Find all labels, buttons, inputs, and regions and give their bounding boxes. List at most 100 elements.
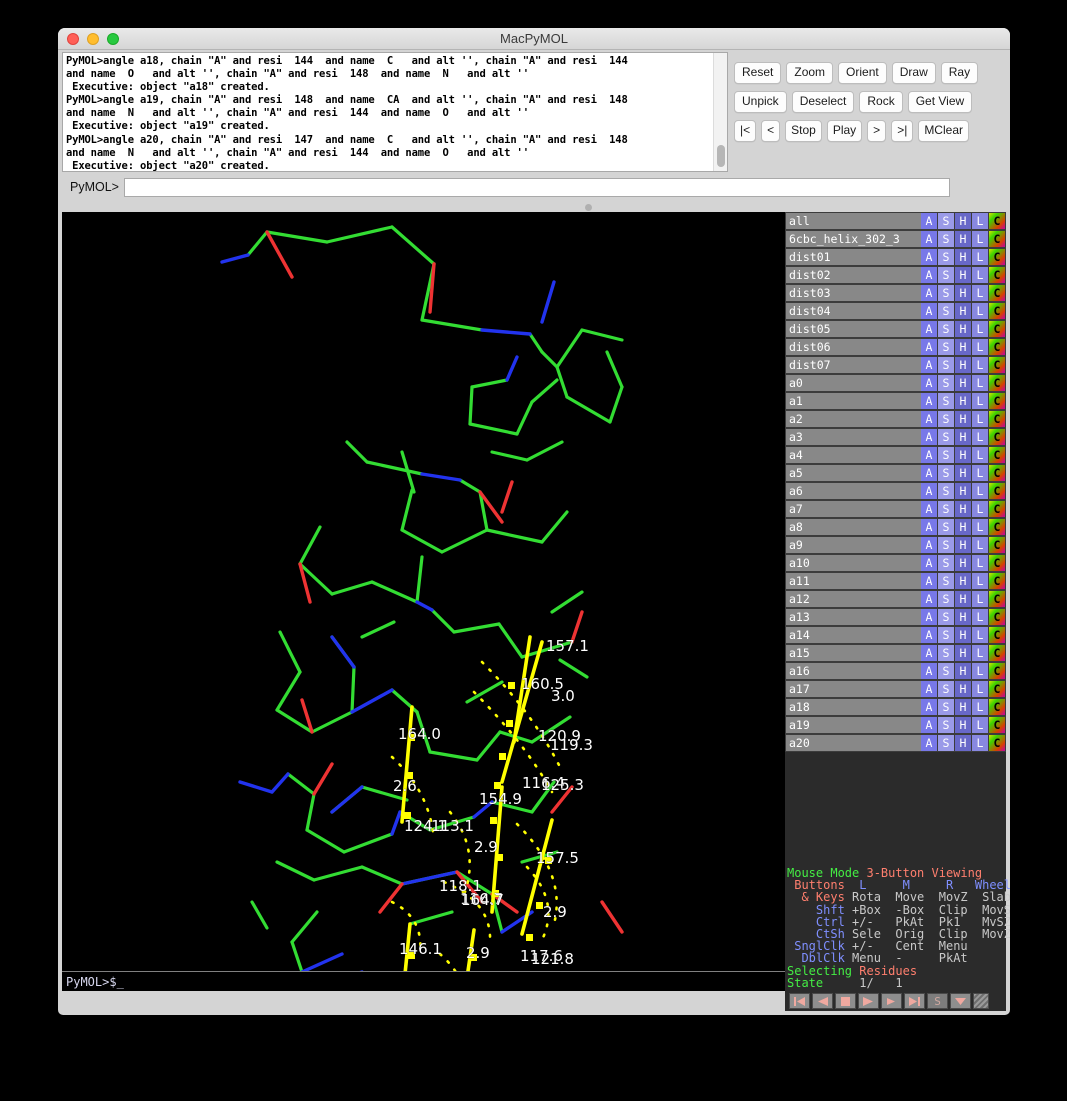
object-toggle-h[interactable]: H (955, 590, 972, 608)
object-toggle-h[interactable]: H (955, 536, 972, 554)
object-row[interactable]: dist04 A S H L C (785, 302, 1006, 320)
object-toggle-a[interactable]: A (921, 284, 938, 302)
object-row[interactable]: a7 A S H L C (785, 500, 1006, 518)
object-name-label[interactable]: a7 (785, 500, 921, 518)
object-toggle-l[interactable]: L (972, 518, 989, 536)
object-toggle-h[interactable]: H (955, 500, 972, 518)
object-toggle-c[interactable]: C (989, 446, 1006, 464)
object-toggle-h[interactable]: H (955, 662, 972, 680)
object-toggle-s[interactable]: S (938, 644, 955, 662)
object-toggle-c[interactable]: C (989, 410, 1006, 428)
object-toggle-l[interactable]: L (972, 410, 989, 428)
object-toggle-l[interactable]: L (972, 212, 989, 230)
object-row[interactable]: a10 A S H L C (785, 554, 1006, 572)
object-toggle-a[interactable]: A (921, 212, 938, 230)
object-name-label[interactable]: a6 (785, 482, 921, 500)
object-toggle-a[interactable]: A (921, 500, 938, 518)
object-toggle-h[interactable]: H (955, 320, 972, 338)
object-toggle-l[interactable]: L (972, 536, 989, 554)
object-toggle-c[interactable]: C (989, 464, 1006, 482)
object-toggle-s[interactable]: S (938, 734, 955, 752)
object-toggle-l[interactable]: L (972, 266, 989, 284)
object-row[interactable]: a9 A S H L C (785, 536, 1006, 554)
object-toggle-l[interactable]: L (972, 590, 989, 608)
zoom-button[interactable]: Zoom (786, 62, 834, 84)
object-name-label[interactable]: all (785, 212, 921, 230)
object-toggle-s[interactable]: S (938, 248, 955, 266)
object-toggle-c[interactable]: C (989, 662, 1006, 680)
object-row[interactable]: dist07 A S H L C (785, 356, 1006, 374)
object-row[interactable]: a8 A S H L C (785, 518, 1006, 536)
object-toggle-c[interactable]: C (989, 644, 1006, 662)
object-toggle-s[interactable]: S (938, 518, 955, 536)
object-toggle-a[interactable]: A (921, 230, 938, 248)
object-toggle-h[interactable]: H (955, 410, 972, 428)
object-name-label[interactable]: a13 (785, 608, 921, 626)
object-toggle-c[interactable]: C (989, 698, 1006, 716)
object-toggle-c[interactable]: C (989, 572, 1006, 590)
object-name-label[interactable]: a0 (785, 374, 921, 392)
console-scrollbar-thumb[interactable] (717, 145, 725, 167)
object-toggle-l[interactable]: L (972, 446, 989, 464)
object-row[interactable]: a5 A S H L C (785, 464, 1006, 482)
object-toggle-l[interactable]: L (972, 230, 989, 248)
object-toggle-s[interactable]: S (938, 572, 955, 590)
object-name-label[interactable]: a8 (785, 518, 921, 536)
object-toggle-s[interactable]: S (938, 338, 955, 356)
object-row[interactable]: a15 A S H L C (785, 644, 1006, 662)
object-toggle-a[interactable]: A (921, 716, 938, 734)
object-toggle-a[interactable]: A (921, 248, 938, 266)
object-toggle-c[interactable]: C (989, 680, 1006, 698)
object-toggle-s[interactable]: S (938, 428, 955, 446)
object-toggle-l[interactable]: L (972, 554, 989, 572)
object-toggle-c[interactable]: C (989, 392, 1006, 410)
object-row[interactable]: a20 A S H L C (785, 734, 1006, 752)
console-scrollbar[interactable] (713, 53, 727, 171)
object-row[interactable]: a19 A S H L C (785, 716, 1006, 734)
movie-skip-back-icon[interactable] (789, 993, 810, 1009)
object-toggle-a[interactable]: A (921, 734, 938, 752)
object-toggle-l[interactable]: L (972, 698, 989, 716)
object-toggle-h[interactable]: H (955, 698, 972, 716)
ray-button[interactable]: Ray (940, 62, 979, 84)
object-toggle-l[interactable]: L (972, 626, 989, 644)
object-toggle-a[interactable]: A (921, 518, 938, 536)
object-name-label[interactable]: a16 (785, 662, 921, 680)
object-toggle-s[interactable]: S (938, 500, 955, 518)
zoom-window-button[interactable] (107, 33, 119, 45)
object-toggle-l[interactable]: L (972, 338, 989, 356)
object-toggle-l[interactable]: L (972, 608, 989, 626)
object-toggle-c[interactable]: C (989, 608, 1006, 626)
object-row[interactable]: a18 A S H L C (785, 698, 1006, 716)
unpick-button[interactable]: Unpick (734, 91, 787, 113)
movie-forward-icon[interactable] (881, 993, 902, 1009)
object-toggle-l[interactable]: L (972, 662, 989, 680)
object-name-label[interactable]: a20 (785, 734, 921, 752)
object-toggle-l[interactable]: L (972, 302, 989, 320)
movie-rewind-icon[interactable] (812, 993, 833, 1009)
movie-first-button[interactable]: |< (734, 120, 757, 142)
get-view-button[interactable]: Get View (907, 91, 973, 113)
object-toggle-c[interactable]: C (989, 266, 1006, 284)
object-toggle-s[interactable]: S (938, 302, 955, 320)
object-row[interactable]: dist03 A S H L C (785, 284, 1006, 302)
object-row[interactable]: a0 A S H L C (785, 374, 1006, 392)
object-toggle-h[interactable]: H (955, 482, 972, 500)
object-toggle-l[interactable]: L (972, 734, 989, 752)
object-toggle-l[interactable]: L (972, 572, 989, 590)
object-toggle-h[interactable]: H (955, 248, 972, 266)
object-name-label[interactable]: dist07 (785, 356, 921, 374)
object-name-label[interactable]: a3 (785, 428, 921, 446)
object-toggle-c[interactable]: C (989, 590, 1006, 608)
object-name-label[interactable]: a15 (785, 644, 921, 662)
object-toggle-c[interactable]: C (989, 230, 1006, 248)
object-toggle-a[interactable]: A (921, 392, 938, 410)
object-name-label[interactable]: dist06 (785, 338, 921, 356)
object-toggle-l[interactable]: L (972, 482, 989, 500)
object-name-label[interactable]: dist01 (785, 248, 921, 266)
object-toggle-a[interactable]: A (921, 590, 938, 608)
object-name-label[interactable]: a19 (785, 716, 921, 734)
object-toggle-l[interactable]: L (972, 716, 989, 734)
object-toggle-h[interactable]: H (955, 212, 972, 230)
molecular-viewport[interactable]: 157.1 160.5 3.0 164.0 120.9 119.3 2.6 11… (62, 212, 785, 991)
